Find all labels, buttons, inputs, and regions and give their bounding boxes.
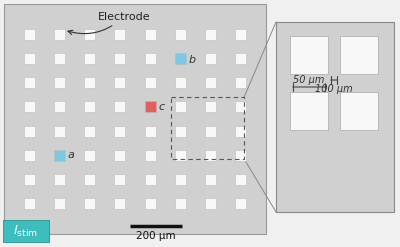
- Text: $c$: $c$: [158, 102, 166, 112]
- Bar: [84, 125, 95, 137]
- Bar: [24, 53, 35, 64]
- Bar: [340, 92, 378, 130]
- Bar: [235, 102, 246, 112]
- Text: 50 μm: 50 μm: [293, 75, 325, 85]
- Bar: [144, 53, 156, 64]
- Bar: [144, 125, 156, 137]
- Bar: [24, 198, 35, 209]
- Bar: [235, 150, 246, 161]
- Bar: [175, 125, 186, 137]
- Bar: [235, 53, 246, 64]
- Bar: [235, 174, 246, 185]
- Text: Electrode: Electrode: [68, 12, 150, 35]
- Bar: [54, 102, 65, 112]
- Bar: [54, 150, 65, 161]
- Bar: [114, 102, 126, 112]
- Bar: [24, 77, 35, 88]
- Bar: [54, 198, 65, 209]
- Bar: [24, 29, 35, 40]
- Bar: [235, 29, 246, 40]
- Bar: [205, 102, 216, 112]
- Bar: [205, 77, 216, 88]
- Bar: [205, 174, 216, 185]
- Bar: [235, 77, 246, 88]
- Bar: [114, 125, 126, 137]
- Bar: [114, 77, 126, 88]
- Bar: [175, 102, 186, 112]
- Bar: [276, 22, 394, 212]
- Bar: [205, 29, 216, 40]
- Bar: [24, 174, 35, 185]
- Bar: [205, 150, 216, 161]
- Bar: [205, 125, 216, 137]
- Bar: [114, 29, 126, 40]
- Bar: [235, 125, 246, 137]
- Bar: [84, 53, 95, 64]
- Bar: [171, 97, 244, 159]
- Bar: [54, 174, 65, 185]
- Bar: [3, 220, 49, 242]
- Bar: [144, 77, 156, 88]
- Bar: [144, 29, 156, 40]
- Text: $a$: $a$: [67, 150, 75, 160]
- Text: $b$: $b$: [188, 53, 196, 65]
- Bar: [24, 150, 35, 161]
- Bar: [175, 174, 186, 185]
- Bar: [340, 36, 378, 74]
- Bar: [84, 29, 95, 40]
- Bar: [114, 150, 126, 161]
- Bar: [290, 92, 328, 130]
- Bar: [175, 29, 186, 40]
- Bar: [84, 150, 95, 161]
- Text: 200 μm: 200 μm: [136, 231, 176, 241]
- Bar: [205, 53, 216, 64]
- Bar: [175, 150, 186, 161]
- Bar: [114, 198, 126, 209]
- Bar: [144, 150, 156, 161]
- Bar: [175, 53, 186, 64]
- Bar: [54, 53, 65, 64]
- Bar: [84, 198, 95, 209]
- Text: $I_{\mathrm{stim}}$: $I_{\mathrm{stim}}$: [13, 224, 39, 239]
- Bar: [144, 198, 156, 209]
- Bar: [205, 198, 216, 209]
- Bar: [54, 125, 65, 137]
- Bar: [54, 77, 65, 88]
- Bar: [84, 174, 95, 185]
- Bar: [144, 174, 156, 185]
- Bar: [175, 198, 186, 209]
- Bar: [84, 77, 95, 88]
- Bar: [4, 4, 266, 234]
- Bar: [24, 102, 35, 112]
- Bar: [24, 125, 35, 137]
- Bar: [114, 174, 126, 185]
- Bar: [290, 36, 328, 74]
- Bar: [84, 102, 95, 112]
- Text: 100 μm: 100 μm: [315, 84, 353, 94]
- Bar: [54, 29, 65, 40]
- Bar: [175, 77, 186, 88]
- Bar: [144, 102, 156, 112]
- Bar: [114, 53, 126, 64]
- Bar: [235, 198, 246, 209]
